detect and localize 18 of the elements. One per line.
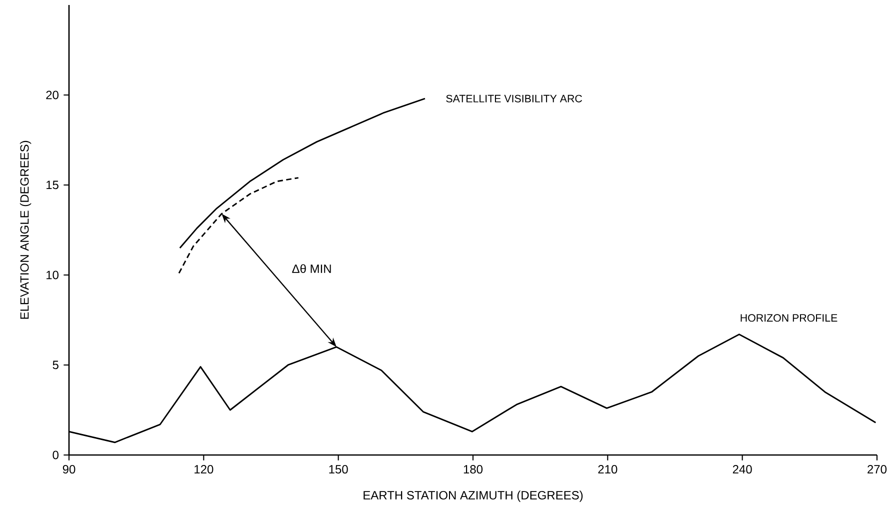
- x-tick-label: 120: [194, 465, 214, 474]
- series-label: HORIZON PROFILE: [740, 314, 838, 322]
- y-tick-label: 15: [46, 180, 58, 190]
- x-tick-label: 180: [464, 465, 483, 474]
- x-tick-label: 240: [732, 465, 752, 474]
- x-tick-label: 210: [598, 465, 618, 474]
- x-tick-label: 150: [329, 465, 348, 474]
- x-tick-label: 270: [868, 465, 887, 474]
- y-axis-title: ELEVATION ANGLE (DEGREES): [20, 140, 32, 319]
- y-tick-label: 5: [52, 360, 58, 370]
- y-tick-label: 10: [46, 270, 58, 280]
- x-axis-title: EARTH STATION AZIMUTH (DEGREES): [364, 490, 583, 502]
- annotation: Δθ MIN: [292, 264, 331, 274]
- series-label: SATELLITE VISIBILITY ARC: [446, 94, 582, 102]
- y-tick-label: 20: [46, 90, 58, 100]
- y-tick-label: 0: [52, 450, 58, 460]
- x-tick-label: 90: [62, 465, 76, 474]
- line-series: [179, 98, 426, 249]
